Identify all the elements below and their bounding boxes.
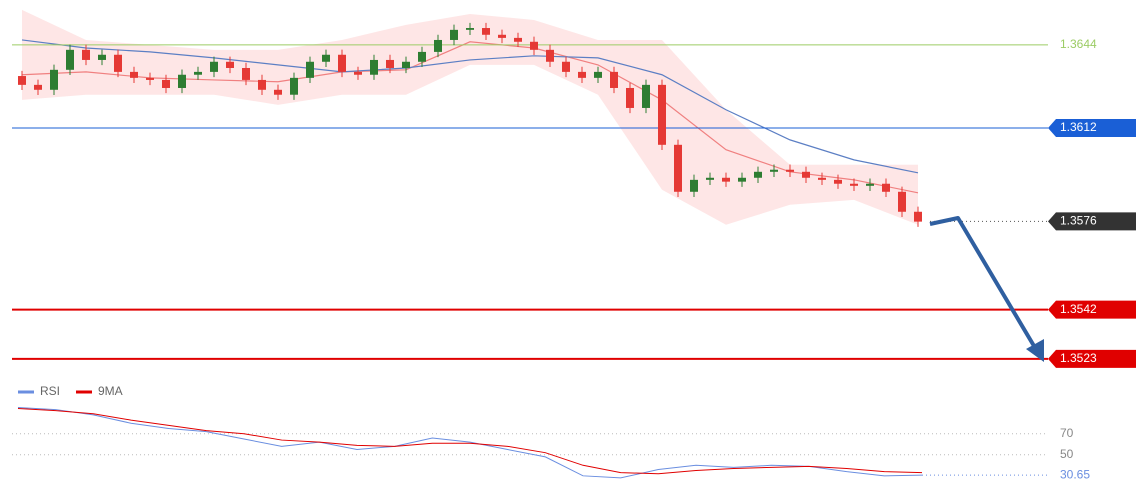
plot: 1.3644 1.3612 1.3576 1.3542 1.3523 70 50 RSI 9MA… xyxy=(12,9,1136,481)
level-label-box xyxy=(1048,300,1136,319)
y-tick-label: 70 xyxy=(1060,426,1074,440)
legend-label: RSI xyxy=(40,384,60,398)
candle-body xyxy=(354,71,362,75)
candle-body xyxy=(770,169,778,172)
level-label-box xyxy=(1048,349,1136,368)
candle-body xyxy=(914,211,922,222)
candle-body xyxy=(18,76,26,85)
candle-body xyxy=(722,177,730,182)
candle-body xyxy=(546,49,554,62)
level-label: 1.3612 xyxy=(1060,120,1097,134)
moving-average xyxy=(21,41,919,194)
candle-body xyxy=(34,84,42,90)
candle-body xyxy=(210,61,218,72)
candle-body xyxy=(146,77,154,80)
candle-body xyxy=(674,144,682,192)
candle-body xyxy=(482,28,490,35)
candle-body xyxy=(386,59,394,68)
candle-body xyxy=(530,41,538,50)
candle-body xyxy=(66,49,74,70)
candle-body xyxy=(50,69,58,90)
candle-body xyxy=(578,71,586,78)
candle-body xyxy=(306,61,314,78)
candle-body xyxy=(114,54,122,72)
candle-body xyxy=(850,183,858,186)
candle-body xyxy=(98,54,106,60)
candle-body xyxy=(178,74,186,88)
candle-body xyxy=(226,61,234,68)
forecast-arrow xyxy=(929,216,1036,348)
candle-body xyxy=(162,79,170,88)
candle-body xyxy=(882,183,890,192)
candle-body xyxy=(322,54,330,62)
candle-body xyxy=(738,177,746,182)
candle-body xyxy=(754,171,762,178)
current-rsi-label: 30.65 xyxy=(1060,467,1090,481)
level-label: 1.3542 xyxy=(1060,302,1097,316)
candle-body xyxy=(258,79,266,90)
rsi-line xyxy=(17,408,923,475)
level-label: 1.3644 xyxy=(1060,37,1097,51)
candle-body xyxy=(706,177,714,180)
candle-body xyxy=(834,179,842,184)
legend-label: 9MA xyxy=(98,384,123,398)
candle-body xyxy=(866,183,874,186)
candle-body xyxy=(786,169,794,172)
candle-body xyxy=(194,71,202,75)
rsi-line xyxy=(17,406,923,479)
candle-body xyxy=(818,177,826,180)
candle-body xyxy=(466,28,474,30)
candle-body xyxy=(898,191,906,212)
candle-body xyxy=(434,39,442,52)
candle-body xyxy=(370,59,378,75)
candle-body xyxy=(338,54,346,72)
candle-body xyxy=(690,179,698,192)
candle-body xyxy=(242,67,250,80)
candle-body xyxy=(610,71,618,88)
arrow-head xyxy=(1026,339,1044,362)
candle-body xyxy=(594,71,602,78)
candle-body xyxy=(130,71,138,78)
level-label-box xyxy=(1048,212,1136,231)
level-label: 1.3523 xyxy=(1060,351,1097,365)
candle-body xyxy=(498,34,506,38)
candle-body xyxy=(642,84,650,108)
y-tick-label: 50 xyxy=(1060,447,1074,461)
candle-body xyxy=(402,61,410,68)
moving-average xyxy=(21,39,919,174)
candle-body xyxy=(82,49,90,60)
candle-body xyxy=(626,87,634,108)
candle-body xyxy=(418,51,426,62)
candle-body xyxy=(802,171,810,178)
level-label-box xyxy=(1048,118,1136,137)
candle-body xyxy=(290,77,298,95)
candle-body xyxy=(450,29,458,40)
candle-body xyxy=(514,37,522,42)
candle-body xyxy=(562,61,570,72)
level-label: 1.3576 xyxy=(1060,214,1097,228)
candle-body xyxy=(274,89,282,95)
candle-body xyxy=(658,84,666,145)
